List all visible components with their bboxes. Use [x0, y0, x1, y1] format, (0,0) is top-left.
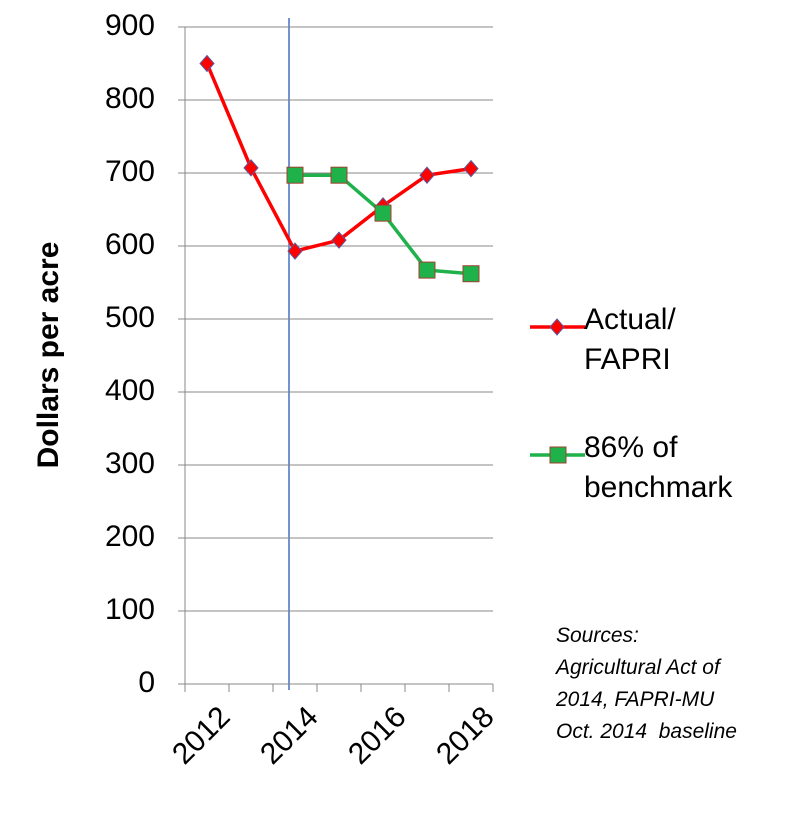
x-tick-label: 2016	[342, 700, 413, 771]
data-point	[286, 166, 304, 184]
y-axis-label: Dollars per acre	[32, 242, 65, 469]
data-point	[330, 166, 348, 184]
data-point	[331, 231, 347, 249]
y-tick-label: 300	[105, 447, 155, 480]
data-point	[463, 159, 479, 178]
y-tick-label: 500	[105, 301, 155, 334]
y-tick-label: 0	[138, 666, 155, 699]
data-point	[462, 265, 480, 283]
x-tick-label: 2012	[166, 700, 237, 771]
legend-label: 86% of benchmark	[584, 431, 733, 504]
annotation-line: Oct. 2014 baseline	[556, 720, 737, 743]
x-tick-label: 2018	[430, 700, 501, 771]
data-point	[419, 166, 435, 184]
y-tick-label: 100	[105, 593, 155, 626]
data-point	[199, 54, 215, 73]
annotation-line: Agricultural Act of	[556, 656, 720, 679]
data-point	[374, 204, 392, 222]
x-tick-label: 2014	[254, 700, 325, 771]
y-tick-label: 200	[105, 520, 155, 553]
series-line	[205, 62, 472, 254]
data-point	[287, 242, 303, 260]
legend-label: Actual/ FAPRI	[584, 303, 676, 376]
annotation-line: 2014, FAPRI-MU	[556, 688, 715, 711]
y-tick-label: 400	[105, 374, 155, 407]
data-point	[418, 261, 436, 279]
annotation-line: Sources:	[556, 624, 639, 647]
annotation: Sources: Agricultural Act of 2014, FAPRI-M…	[556, 620, 737, 748]
series-line	[295, 173, 472, 276]
y-tick-label: 900	[105, 9, 155, 42]
legend-marker	[549, 446, 567, 464]
y-tick-label: 600	[105, 228, 155, 261]
y-tick-label: 800	[105, 82, 155, 115]
legend-marker	[549, 318, 565, 336]
data-point	[243, 159, 259, 177]
y-tick-label: 700	[105, 155, 155, 188]
